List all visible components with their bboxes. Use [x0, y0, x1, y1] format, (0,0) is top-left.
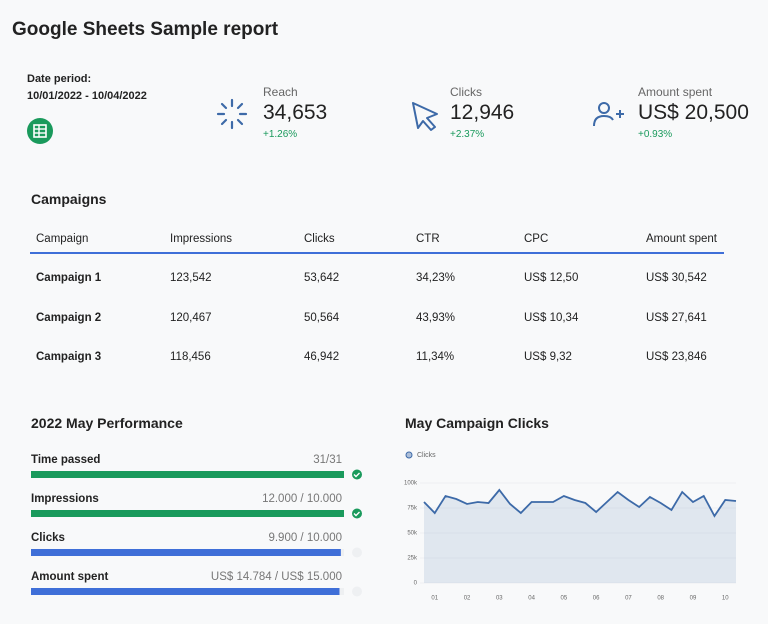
- x-tick-label: 08: [657, 596, 664, 602]
- check-mark: [353, 472, 360, 478]
- kpi-value: 34,653: [263, 101, 328, 124]
- y-tick-label: 75k: [407, 506, 418, 512]
- x-tick-label: 05: [561, 596, 568, 602]
- table-cell: 11,34%: [416, 351, 455, 363]
- table-cell: 118,456: [170, 351, 211, 363]
- kpi-value: 12,946: [450, 101, 515, 124]
- progress-label: 31/31: [313, 454, 342, 466]
- x-tick-label: 03: [496, 596, 503, 602]
- y-tick-label: 50k: [407, 531, 418, 537]
- column-header: Amount spent: [646, 233, 717, 245]
- table-cell: 53,642: [304, 272, 340, 284]
- kpi-value: US$ 20,500: [638, 101, 749, 124]
- progress-bar: [31, 588, 340, 595]
- progress-label: US$ 14.784 / US$ 15.000: [210, 571, 342, 583]
- column-header: CTR: [416, 233, 440, 245]
- legend-marker: [405, 451, 413, 459]
- table-cell: US$ 30,542: [646, 272, 707, 284]
- kpi-change: +1.26%: [263, 129, 298, 140]
- progress-status: [352, 547, 362, 558]
- progress-status: [352, 508, 362, 519]
- column-header: Impressions: [170, 233, 232, 245]
- table-cell: 50,564: [304, 311, 340, 324]
- y-tick-label: 25k: [407, 556, 418, 562]
- progress-label: 9.900 / 10.000: [268, 532, 342, 544]
- progress-name: Clicks: [31, 532, 65, 544]
- column-header: Campaign: [36, 233, 89, 245]
- progress-name: Amount spent: [31, 571, 109, 583]
- progress-bar: [31, 510, 344, 517]
- y-tick-label: 100k: [404, 481, 418, 487]
- progress-status: [352, 469, 362, 480]
- table-cell: US$ 10,34: [524, 311, 579, 324]
- progress-title: 2022 May Performance: [31, 415, 183, 431]
- x-tick-label: 04: [528, 596, 535, 602]
- table-cell: US$ 9,32: [524, 351, 572, 363]
- line: [423, 488, 737, 518]
- clicks-icon: [412, 102, 438, 131]
- kpi-label: Clicks: [450, 85, 482, 99]
- table-cell: US$ 12,50: [524, 272, 579, 284]
- progress-name: Impressions: [31, 493, 99, 505]
- spend-icon: [593, 102, 624, 127]
- progress-bar: [31, 471, 344, 478]
- kpi-label: Reach: [263, 85, 298, 99]
- chart-title: May Campaign Clicks: [405, 415, 549, 431]
- column-header: CPC: [524, 233, 549, 245]
- column-header: Clicks: [304, 233, 335, 245]
- date-range: 10/01/2022 - 10/04/2022: [27, 90, 147, 102]
- table-cell: 43,93%: [416, 311, 456, 324]
- x-tick-label: 02: [464, 596, 471, 602]
- table-cell: 123,542: [170, 272, 212, 284]
- x-tick-label: 10: [722, 596, 729, 602]
- table-cell: Campaign 2: [36, 311, 102, 324]
- table-cell: 120,467: [170, 311, 212, 324]
- x-tick-label: 01: [431, 596, 438, 602]
- table-cell: US$ 23,846: [646, 351, 707, 363]
- table-cell: Campaign 1: [36, 272, 102, 284]
- x-tick-label: 07: [625, 596, 632, 602]
- kpi-label: Amount spent: [638, 85, 713, 99]
- table-cell: 46,942: [304, 351, 340, 363]
- report-title: Google Sheets Sample report: [12, 19, 279, 40]
- progress-status: [352, 586, 362, 597]
- table-cell: 34,23%: [416, 272, 456, 284]
- check-mark: [353, 511, 360, 517]
- reach-icon: [216, 98, 248, 130]
- date-label: Date period:: [27, 73, 92, 85]
- table-title: Campaigns: [31, 191, 107, 207]
- x-tick-label: 06: [593, 596, 600, 602]
- legend-label: Clicks: [417, 452, 436, 459]
- kpi-change: +2.37%: [450, 129, 485, 140]
- area-fill: [424, 490, 736, 583]
- x-tick-label: 09: [690, 596, 697, 602]
- y-tick-label: 0: [414, 581, 418, 587]
- kpi-change: +0.93%: [638, 129, 673, 140]
- progress-bar: [31, 549, 341, 556]
- sheets-icon[interactable]: [27, 118, 53, 144]
- progress-name: Time passed: [31, 454, 101, 466]
- progress-label: 12.000 / 10.000: [262, 493, 342, 505]
- table-cell: Campaign 3: [36, 351, 102, 363]
- table-cell: US$ 27,641: [646, 311, 707, 324]
